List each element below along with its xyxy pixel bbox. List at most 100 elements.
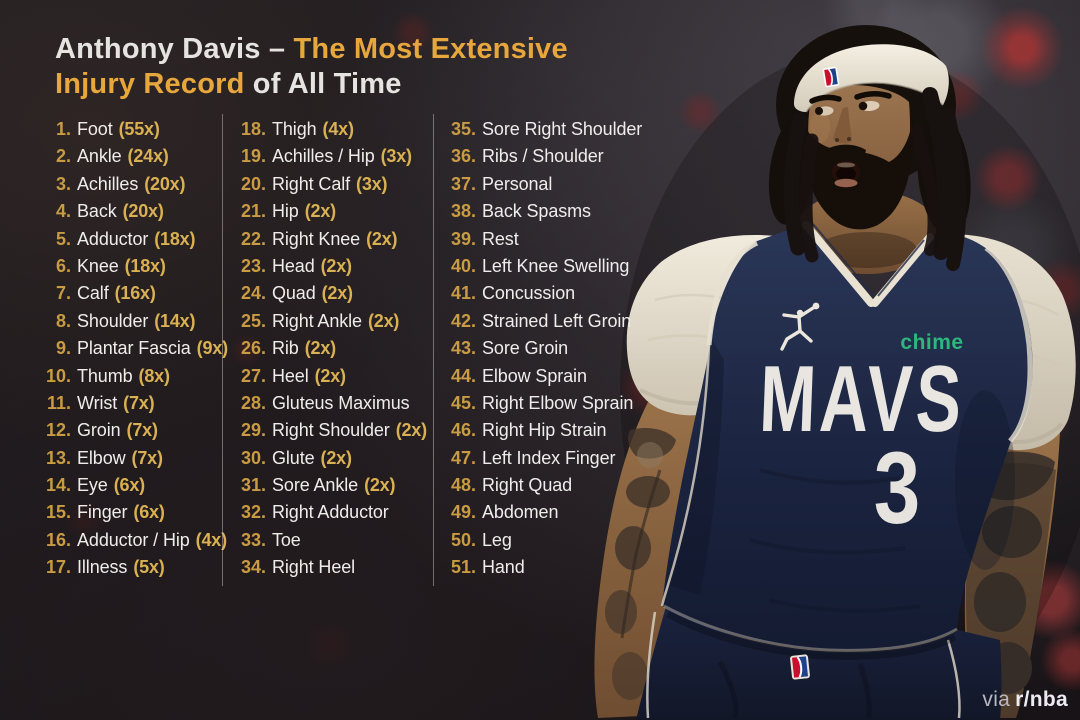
list-item: 45. Right Elbow Sprain bbox=[446, 390, 651, 417]
item-count: (6x) bbox=[133, 502, 165, 523]
item-count: (2x) bbox=[367, 310, 400, 331]
item-number: 39. bbox=[450, 228, 476, 249]
item-label: Illness bbox=[77, 557, 128, 578]
item-label: Personal bbox=[482, 173, 553, 194]
item-number: 49. bbox=[450, 502, 476, 523]
item-number: 16. bbox=[45, 529, 71, 550]
item-label: Shoulder bbox=[77, 310, 149, 331]
column-divider bbox=[433, 114, 434, 586]
item-number: 50. bbox=[450, 529, 476, 550]
item-label: Wrist bbox=[77, 392, 118, 413]
item-number: 42. bbox=[450, 310, 476, 331]
item-label: Calf bbox=[77, 283, 109, 304]
item-label: Right Adductor bbox=[272, 502, 389, 523]
item-label: Right Heel bbox=[272, 557, 356, 578]
item-label: Plantar Fascia bbox=[77, 338, 191, 359]
item-label: Elbow Sprain bbox=[482, 365, 587, 386]
title-text-white: of All Time bbox=[244, 68, 402, 100]
item-number: 5. bbox=[55, 228, 71, 249]
item-number: 30. bbox=[240, 447, 266, 468]
list-item: 12. Groin (7x) bbox=[45, 417, 221, 444]
injury-list-column-1: 1. Foot (55x) 2. Ankle (24x) 3. Achilles (20x) 4.… bbox=[45, 116, 228, 582]
list-item: 51. Hand bbox=[446, 554, 651, 581]
list-item: 48. Right Quad bbox=[446, 472, 651, 499]
nba-logo-icon bbox=[822, 66, 840, 88]
title-text-gold: Injury Record bbox=[55, 68, 245, 100]
item-label: Right Quad bbox=[482, 475, 573, 496]
item-count: (7x) bbox=[126, 420, 158, 441]
list-item: 6. Knee (18x) bbox=[45, 253, 221, 280]
list-item: 2. Ankle (24x) bbox=[45, 143, 221, 170]
list-item: 18. Thigh (4x) bbox=[236, 116, 431, 143]
list-item: 30. Glute (2x) bbox=[236, 445, 431, 472]
list-item: 24. Quad (2x) bbox=[236, 280, 431, 307]
item-label: Foot bbox=[77, 119, 113, 139]
item-count: (16x) bbox=[114, 283, 156, 304]
jumpman-logo-icon bbox=[780, 302, 820, 351]
list-item: 42. Strained Left Groin bbox=[446, 308, 651, 335]
item-label: Quad bbox=[272, 283, 316, 304]
item-number: 34. bbox=[240, 557, 266, 578]
list-item: 3. Achilles (20x) bbox=[45, 171, 221, 198]
page-title: Anthony Davis – The Most Extensive Injur… bbox=[55, 32, 568, 102]
item-label: Toe bbox=[272, 529, 301, 550]
item-number: 14. bbox=[45, 475, 71, 496]
item-number: 36. bbox=[450, 146, 476, 167]
item-count: (20x) bbox=[144, 173, 186, 194]
list-item: 20. Right Calf (3x) bbox=[236, 171, 431, 198]
list-item: 35. Sore Right Shoulder bbox=[446, 116, 651, 143]
item-label: Leg bbox=[482, 529, 512, 550]
item-label: Sore Groin bbox=[482, 338, 569, 359]
list-item: 46. Right Hip Strain bbox=[446, 417, 651, 444]
item-label: Groin bbox=[77, 420, 121, 441]
item-number: 12. bbox=[45, 420, 71, 441]
item-count: (2x) bbox=[304, 338, 336, 359]
item-label: Right Knee bbox=[272, 228, 361, 249]
jersey-torso bbox=[660, 221, 1033, 660]
head bbox=[768, 25, 971, 271]
item-label: Right Elbow Sprain bbox=[482, 392, 634, 413]
item-label: Ribs / Shoulder bbox=[482, 146, 604, 167]
list-item: 27. Heel (2x) bbox=[236, 363, 431, 390]
item-label: Right Hip Strain bbox=[482, 420, 607, 441]
list-item: 13. Elbow (7x) bbox=[45, 445, 221, 472]
item-number: 22. bbox=[240, 228, 266, 249]
item-number: 4. bbox=[55, 201, 71, 222]
shorts bbox=[636, 600, 1002, 720]
list-item: 8. Shoulder (14x) bbox=[45, 308, 221, 335]
list-item: 9. Plantar Fascia (9x) bbox=[45, 335, 228, 362]
item-number: 17. bbox=[45, 557, 71, 578]
list-item: 17. Illness (5x) bbox=[45, 554, 221, 581]
item-count: (2x) bbox=[366, 228, 398, 249]
item-label: Glute bbox=[272, 447, 315, 468]
list-item: 22. Right Knee (2x) bbox=[236, 226, 431, 253]
item-label: Head bbox=[272, 255, 315, 276]
item-number: 21. bbox=[240, 201, 266, 222]
sponsor-chime-logo: chime bbox=[900, 331, 963, 354]
item-number: 11. bbox=[46, 392, 71, 413]
item-number: 6. bbox=[55, 255, 71, 276]
item-number: 26. bbox=[240, 338, 266, 359]
item-count: (2x) bbox=[395, 420, 427, 441]
item-count: (2x) bbox=[304, 201, 336, 222]
item-count: (7x) bbox=[123, 392, 155, 413]
item-number: 31. bbox=[240, 475, 266, 496]
item-label: Gluteus Maximus bbox=[272, 392, 410, 413]
list-item: 36. Ribs / Shoulder bbox=[446, 143, 651, 170]
list-item: 4. Back (20x) bbox=[45, 198, 221, 225]
item-count: (4x) bbox=[322, 119, 354, 139]
left-arm-tattoos bbox=[605, 428, 676, 700]
item-number: 45. bbox=[450, 392, 476, 413]
item-number: 35. bbox=[450, 119, 476, 139]
injury-list-column-3: 35. Sore Right Shoulder 36. Ribs / Shoulder… bbox=[446, 116, 651, 582]
item-count: (6x) bbox=[113, 475, 145, 496]
list-item: 23. Head (2x) bbox=[236, 253, 431, 280]
watermark-subreddit: r/nba bbox=[1015, 688, 1068, 711]
item-number: 43. bbox=[450, 338, 476, 359]
list-item: 33. Toe bbox=[236, 527, 431, 554]
column-divider bbox=[222, 114, 223, 586]
item-number: 40. bbox=[450, 255, 476, 276]
item-label: Achilles bbox=[77, 173, 139, 194]
list-item: 21. Hip (2x) bbox=[236, 198, 431, 225]
item-label: Achilles / Hip bbox=[272, 146, 375, 167]
